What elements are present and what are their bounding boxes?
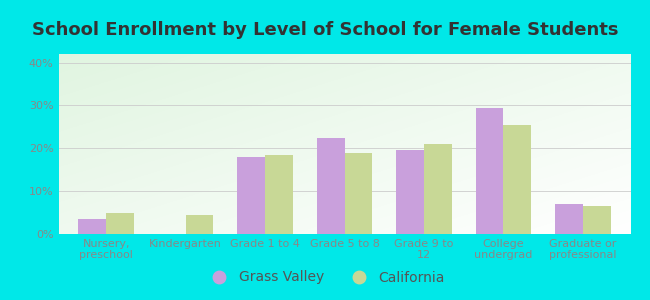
Bar [265, 155, 293, 234]
Bar [344, 153, 372, 234]
Text: School Enrollment by Level of School for Female Students: School Enrollment by Level of School for… [32, 21, 618, 39]
Bar [583, 206, 610, 234]
Bar [237, 157, 265, 234]
Bar [186, 215, 213, 234]
Bar [424, 144, 452, 234]
Bar [555, 204, 583, 234]
Bar [503, 125, 531, 234]
Bar [317, 138, 345, 234]
Bar [396, 150, 424, 234]
Bar [79, 219, 106, 234]
Bar [106, 213, 134, 234]
Bar [476, 108, 503, 234]
Legend: Grass Valley, California: Grass Valley, California [200, 265, 450, 290]
